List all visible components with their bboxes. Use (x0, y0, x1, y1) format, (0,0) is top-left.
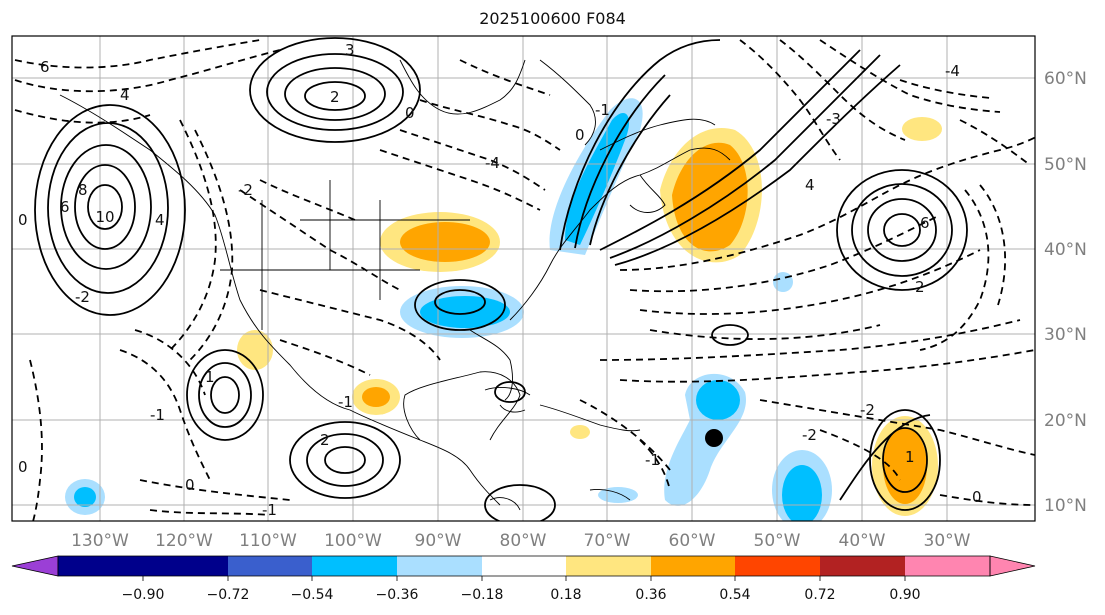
lon-tick-label: 50°W (754, 531, 801, 551)
colorbar-label: 0.54 (719, 587, 750, 603)
lat-tick-label: 10°N (1044, 496, 1087, 516)
shade-yellow-north-atlantic (902, 117, 942, 141)
high-central-america (289, 421, 401, 499)
lat-tick-label: 20°N (1044, 411, 1087, 431)
contour-label: 2 (320, 431, 330, 449)
colorbar-bin (905, 556, 990, 576)
lon-tick-label: 40°W (839, 531, 886, 551)
high-eastern-pacific (186, 349, 264, 441)
colorbar-bin (143, 556, 228, 576)
colorbar-low-extend (11, 555, 59, 577)
lon-tick-label: 110°W (239, 531, 297, 551)
colorbar-bin (482, 556, 566, 576)
contour-label: -4 (485, 154, 500, 172)
colorbar-bin (228, 556, 312, 576)
contour-label: 0 (185, 476, 195, 494)
lon-tick-label: 130°W (71, 531, 129, 551)
contour-label: 6 (40, 58, 50, 76)
storm-center-marker (705, 429, 723, 447)
high-atlantic (836, 169, 968, 291)
colorbar: −0.90 −0.72 −0.54 −0.36 −0.18 0.18 0.36 … (11, 555, 1036, 603)
lon-tick-label: 100°W (324, 531, 382, 551)
contour-label: -2 (802, 426, 817, 444)
contour-label: -1 (595, 101, 610, 119)
contour-label: 0 (972, 488, 982, 506)
lon-tick-label: 30°W (924, 531, 971, 551)
colorbar-bin (651, 556, 735, 576)
contour-label: 4 (120, 86, 130, 104)
dashed-contours (14, 39, 1035, 521)
contour-label: 1 (205, 368, 215, 386)
lon-tick-label: 120°W (155, 531, 213, 551)
lon-tick-label: 80°W (500, 531, 547, 551)
contour-label: 1 (905, 448, 915, 466)
colorbar-bin (566, 556, 651, 576)
contour-label: 2 (330, 88, 340, 106)
lat-tick-label: 50°N (1044, 155, 1087, 175)
lon-tick-label: 90°W (415, 531, 462, 551)
contour-label: 8 (78, 181, 88, 199)
colorbar-label: −0.36 (376, 587, 419, 603)
contour-label: 2 (915, 278, 925, 296)
colorbar-label: −0.18 (461, 587, 504, 603)
high-west-coast (34, 104, 186, 316)
lat-tick-label: 60°N (1044, 69, 1087, 89)
contour-label: 0 (575, 126, 585, 144)
contour-labels: 6 4 10 8 6 4 -2 3 2 0 -4 0 -1 -2 4 6 -3 … (18, 41, 982, 519)
lon-tick-labels: 130°W 120°W 110°W 100°W 90°W 80°W 70°W 6… (71, 531, 971, 551)
contour-label: -2 (238, 181, 253, 199)
contour-label: 10 (95, 208, 114, 226)
colorbar-label: 0.36 (635, 587, 666, 603)
contour-label: -1 (262, 501, 277, 519)
coastlines (59, 59, 731, 511)
contour-label: -4 (945, 62, 960, 80)
high-canada (249, 37, 421, 143)
contour-label: -1 (150, 406, 165, 424)
jet-ridge (559, 39, 721, 251)
lat-tick-labels: 60°N 50°N 40°N 30°N 20°N 10°N (1044, 69, 1087, 516)
graticule (12, 36, 1035, 521)
lat-tick-label: 30°N (1044, 325, 1087, 345)
colorbar-label: −0.72 (207, 587, 250, 603)
colorbar-bin (397, 556, 482, 576)
map-area: 6 4 10 8 6 4 -2 3 2 0 -4 0 -1 -2 4 6 -3 … (12, 36, 1035, 521)
colorbar-bin (312, 556, 397, 576)
contour-label: -2 (860, 401, 875, 419)
contour-label: -2 (75, 288, 90, 306)
contour-label: 0 (18, 458, 28, 476)
contour-label: 4 (155, 211, 165, 229)
colorbar-label: 0.90 (889, 587, 920, 603)
colorbar-high-extend (989, 555, 1036, 577)
colorbar-label: 0.18 (550, 587, 581, 603)
colorbar-bin (820, 556, 905, 576)
contour-label: -3 (826, 110, 841, 128)
colorbar-label: −0.90 (122, 587, 165, 603)
shade-yellow-mexico (237, 330, 273, 370)
map-border (11, 35, 1036, 522)
lon-tick-label: 60°W (669, 531, 716, 551)
colorbar-bin (58, 556, 143, 576)
contour-label: 3 (345, 41, 355, 59)
solid-contours (34, 37, 968, 521)
colorbar-bin (735, 556, 820, 576)
lon-tick-label: 70°W (584, 531, 631, 551)
contour-label: -1 (645, 451, 660, 469)
contour-label: -1 (338, 393, 353, 411)
contour-label: 6 (60, 198, 70, 216)
map-title: 2025100600 F084 (479, 9, 626, 28)
colorbar-label: −0.54 (291, 587, 334, 603)
contour-label: 0 (405, 104, 415, 122)
contour-label: 4 (805, 176, 815, 194)
lat-tick-label: 40°N (1044, 240, 1087, 260)
shade-yellow-caribbean (570, 425, 590, 439)
contour-label: 0 (18, 211, 28, 229)
colorbar-label: 0.72 (804, 587, 835, 603)
contour-label: 6 (920, 214, 930, 232)
